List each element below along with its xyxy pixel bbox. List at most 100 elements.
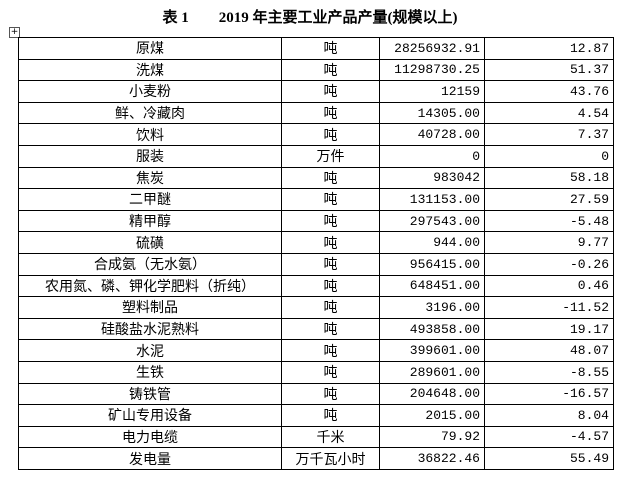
output-value: 12159: [379, 80, 485, 103]
output-value: 14305.00: [379, 101, 485, 125]
table-row: 矿山专用设备吨 2015.00 8.04: [18, 404, 614, 427]
unit: 吨: [281, 37, 380, 60]
table-row: 服装 万件 0 0: [18, 144, 614, 168]
table-handle[interactable]: +: [9, 27, 20, 38]
table-row: 塑料制品吨 3196.00 -11.52: [18, 296, 614, 319]
output-value: 956415.00: [379, 252, 485, 276]
output-value: 983042: [379, 166, 485, 190]
unit: 吨: [281, 231, 380, 254]
growth-rate: -16.57: [484, 382, 614, 406]
unit: 吨: [281, 188, 380, 211]
product-name: 合成氨（无水氨）: [18, 252, 282, 276]
growth-rate: 0: [484, 144, 614, 168]
unit: 吨: [281, 382, 380, 406]
output-value: 0: [379, 144, 485, 168]
table-row: 鲜、冷藏肉吨 14305.00 4.54: [18, 101, 614, 125]
output-value: 493858.00: [379, 317, 485, 341]
table-row: 硅酸盐水泥熟料吨 493858.00 19.17: [18, 317, 614, 341]
growth-rate: 0.46: [484, 274, 614, 298]
table-row: 饮料吨 40728.00 7.37: [18, 123, 614, 146]
product-name: 铸铁管: [18, 382, 282, 406]
output-value: 297543.00: [379, 209, 485, 233]
product-name: 矿山专用设备: [18, 404, 282, 427]
table-row: 发电量 万千瓦小时 36822.46 55.49: [18, 447, 614, 470]
table-row: 二甲醚吨 131153.00 27.59: [18, 188, 614, 211]
product-name: 精甲醇: [18, 209, 282, 233]
table-row: 水泥吨 399601.00 48.07: [18, 339, 614, 362]
product-name: 焦炭: [18, 166, 282, 190]
unit: 吨: [281, 404, 380, 427]
output-value: 28256932.91: [379, 37, 485, 60]
unit: 吨: [281, 360, 380, 384]
output-value: 11298730.25: [379, 58, 485, 82]
product-name: 塑料制品: [18, 296, 282, 319]
data-table: 原煤吨 28256932.91 12.87 洗煤吨 11298730.25 51.37 小麦…: [18, 37, 614, 470]
growth-rate: 8.04: [484, 404, 614, 427]
growth-rate: 19.17: [484, 317, 614, 341]
output-value: 36822.46: [379, 447, 485, 470]
unit: 吨: [281, 80, 380, 103]
product-name: 电力电缆: [18, 425, 282, 449]
unit: 吨: [281, 123, 380, 146]
product-name: 原煤: [18, 37, 282, 60]
product-name: 鲜、冷藏肉: [18, 101, 282, 125]
output-value: 399601.00: [379, 339, 485, 362]
unit: 吨: [281, 58, 380, 82]
growth-rate: -8.55: [484, 360, 614, 384]
unit: 吨: [281, 296, 380, 319]
growth-rate: 7.37: [484, 123, 614, 146]
growth-rate: 12.87: [484, 37, 614, 60]
table-row: 小麦粉吨 12159 43.76: [18, 80, 614, 103]
unit: 吨: [281, 274, 380, 298]
growth-rate: -4.57: [484, 425, 614, 449]
output-value: 944.00: [379, 231, 485, 254]
output-value: 204648.00: [379, 382, 485, 406]
growth-rate: 4.54: [484, 101, 614, 125]
product-name: 饮料: [18, 123, 282, 146]
unit: 吨: [281, 317, 380, 341]
product-name: 硫磺: [18, 231, 282, 254]
product-name: 硅酸盐水泥熟料: [18, 317, 282, 341]
unit: 吨: [281, 101, 380, 125]
output-value: 648451.00: [379, 274, 485, 298]
output-value: 131153.00: [379, 188, 485, 211]
output-value: 40728.00: [379, 123, 485, 146]
product-name: 生铁: [18, 360, 282, 384]
product-name: 发电量: [18, 447, 282, 470]
table-row: 农用氮、磷、钾化学肥料（折纯）吨 648451.00 0.46: [18, 274, 614, 298]
growth-rate: -11.52: [484, 296, 614, 319]
growth-rate: 43.76: [484, 80, 614, 103]
product-name: 农用氮、磷、钾化学肥料（折纯）: [18, 274, 282, 298]
table-row: 生铁吨 289601.00 -8.55: [18, 360, 614, 384]
growth-rate: 48.07: [484, 339, 614, 362]
growth-rate: 58.18: [484, 166, 614, 190]
table-row: 精甲醇吨 297543.00 -5.48: [18, 209, 614, 233]
table-row: 焦炭吨 983042 58.18: [18, 166, 614, 190]
unit: 千米: [281, 425, 380, 449]
unit: 吨: [281, 339, 380, 362]
growth-rate: -0.26: [484, 252, 614, 276]
product-name: 二甲醚: [18, 188, 282, 211]
growth-rate: 9.77: [484, 231, 614, 254]
growth-rate: -5.48: [484, 209, 614, 233]
product-name: 服装: [18, 144, 282, 168]
output-value: 289601.00: [379, 360, 485, 384]
table-row: 洗煤吨 11298730.25 51.37: [18, 58, 614, 82]
output-value: 2015.00: [379, 404, 485, 427]
table-row: 电力电缆 千米 79.92 -4.57: [18, 425, 614, 449]
unit: 万千瓦小时: [281, 447, 380, 470]
unit: 吨: [281, 209, 380, 233]
table-row: 原煤吨 28256932.91 12.87: [18, 37, 614, 60]
unit: 万件: [281, 144, 380, 168]
product-name: 水泥: [18, 339, 282, 362]
unit: 吨: [281, 166, 380, 190]
growth-rate: 27.59: [484, 188, 614, 211]
product-name: 洗煤: [18, 58, 282, 82]
product-name: 小麦粉: [18, 80, 282, 103]
table-row: 铸铁管吨 204648.00 -16.57: [18, 382, 614, 406]
output-value: 3196.00: [379, 296, 485, 319]
table-row: 硫磺吨 944.00 9.77: [18, 231, 614, 254]
output-value: 79.92: [379, 425, 485, 449]
table-row: 合成氨（无水氨）吨 956415.00 -0.26: [18, 252, 614, 276]
